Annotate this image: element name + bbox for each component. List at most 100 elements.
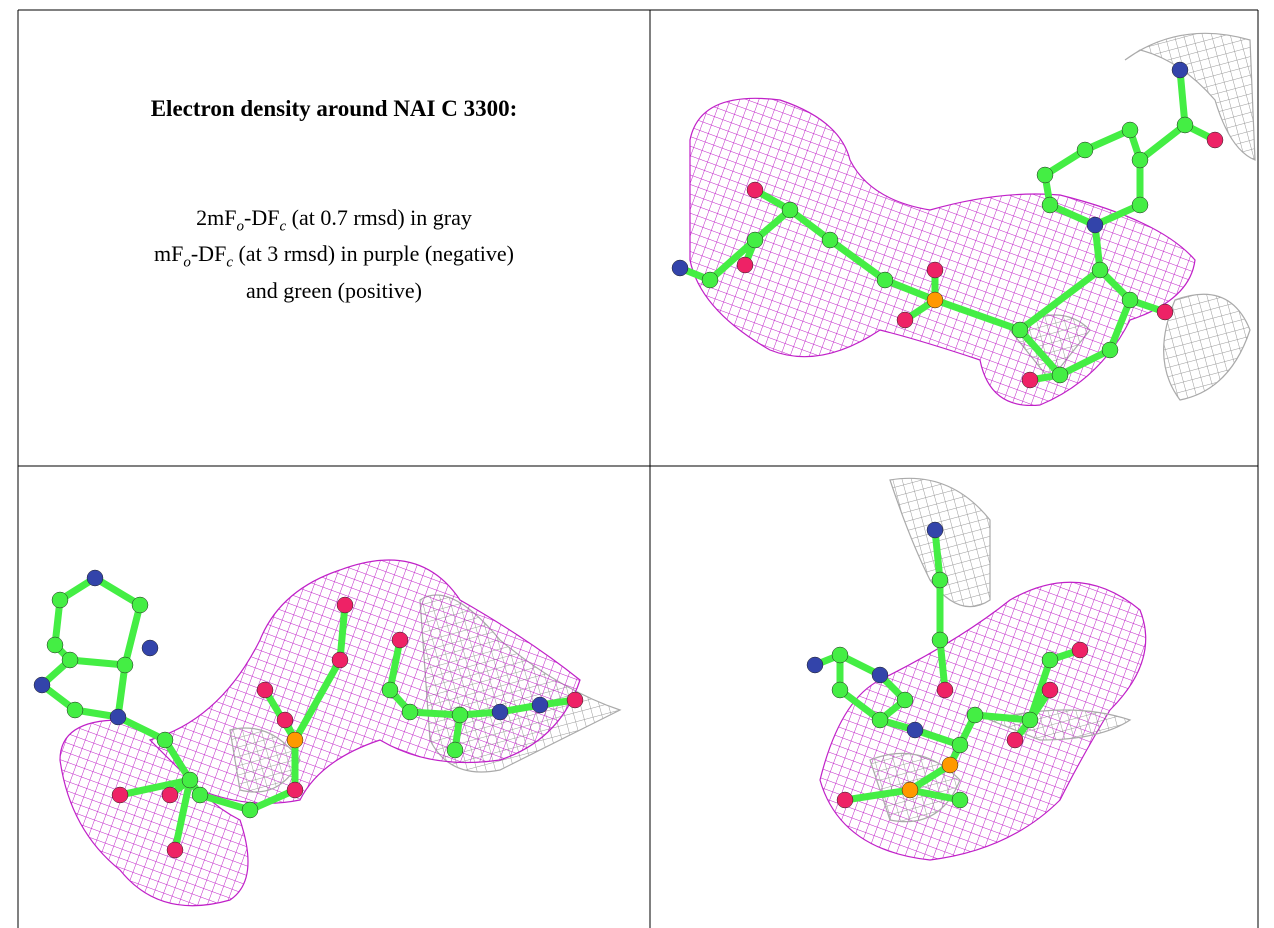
atom [532, 697, 548, 713]
atom [87, 570, 103, 586]
atom [492, 704, 508, 720]
text: -DF [191, 241, 226, 266]
atom [337, 597, 353, 613]
atom [67, 702, 83, 718]
atom [747, 232, 763, 248]
atom [382, 682, 398, 698]
atom [62, 652, 78, 668]
text: 2mF [196, 205, 236, 230]
atom [702, 272, 718, 288]
atom [942, 757, 958, 773]
atom [1022, 372, 1038, 388]
bond [70, 660, 125, 665]
atom [1092, 262, 1108, 278]
atom [907, 722, 923, 738]
subscript: o [237, 218, 245, 234]
figure: Electron density around NAI C 3300: 2mFo… [0, 0, 1274, 928]
caption-line: mFo-DFc (at 3 rmsd) in purple (negative) [18, 240, 650, 276]
bond [125, 605, 140, 665]
atom [877, 272, 893, 288]
atom [1022, 712, 1038, 728]
atom [332, 652, 348, 668]
atom [952, 792, 968, 808]
title: Electron density around NAI C 3300: [18, 96, 650, 122]
text: mF [154, 241, 183, 266]
atom [747, 182, 763, 198]
atom [897, 692, 913, 708]
atom [1172, 62, 1188, 78]
atom [182, 772, 198, 788]
atom [1102, 342, 1118, 358]
atom [34, 677, 50, 693]
atom [1042, 682, 1058, 698]
atom [117, 657, 133, 673]
atom [902, 782, 918, 798]
atom [52, 592, 68, 608]
atom [872, 712, 888, 728]
atom [1207, 132, 1223, 148]
atom [927, 522, 943, 538]
atom [1122, 292, 1138, 308]
atom [192, 787, 208, 803]
atom [832, 647, 848, 663]
atom [897, 312, 913, 328]
atom [672, 260, 688, 276]
atom [242, 802, 258, 818]
molecule-renders [34, 33, 1255, 905]
subscript: o [183, 255, 191, 271]
atom [1157, 304, 1173, 320]
gray-mesh [1164, 294, 1250, 400]
atom [142, 640, 158, 656]
text: and green (positive) [246, 278, 422, 303]
purple-mesh [690, 98, 1195, 405]
atom [1132, 197, 1148, 213]
caption: 2mFo-DFc (at 0.7 rmsd) in gray mFo-DFc (… [18, 204, 650, 304]
atom [1037, 167, 1053, 183]
atom [1122, 122, 1138, 138]
atom [447, 742, 463, 758]
panels [0, 0, 1274, 928]
atom [167, 842, 183, 858]
atom [257, 682, 273, 698]
atom [937, 682, 953, 698]
purple-mesh [150, 560, 580, 803]
atom [567, 692, 583, 708]
caption-line: and green (positive) [18, 277, 650, 304]
atom [112, 787, 128, 803]
atom [872, 667, 888, 683]
atom [782, 202, 798, 218]
caption-line: 2mFo-DFc (at 0.7 rmsd) in gray [18, 204, 650, 240]
text: (at 3 rmsd) in purple (negative) [233, 241, 514, 266]
atom [932, 632, 948, 648]
bond [340, 605, 345, 660]
atom [832, 682, 848, 698]
bond [975, 715, 1030, 720]
atom [1052, 367, 1068, 383]
text: (at 0.7 rmsd) in gray [286, 205, 472, 230]
atom [287, 732, 303, 748]
atom [277, 712, 293, 728]
atom [1087, 217, 1103, 233]
atom [157, 732, 173, 748]
atom [452, 707, 468, 723]
subscript: c [226, 255, 233, 271]
atom [47, 637, 63, 653]
atom [932, 572, 948, 588]
atom [1012, 322, 1028, 338]
atom [392, 632, 408, 648]
text: -DF [244, 205, 279, 230]
atom [837, 792, 853, 808]
atom [162, 787, 178, 803]
atom [952, 737, 968, 753]
atom [1042, 652, 1058, 668]
atom [1077, 142, 1093, 158]
atom [927, 262, 943, 278]
bond [1180, 70, 1185, 125]
atom [807, 657, 823, 673]
gray-mesh [1125, 33, 1255, 160]
bond [1140, 125, 1185, 160]
atom [1132, 152, 1148, 168]
atom [1042, 197, 1058, 213]
atom [110, 709, 126, 725]
atom [402, 704, 418, 720]
